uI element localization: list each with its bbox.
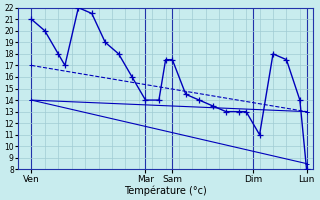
X-axis label: Température (°c): Température (°c)	[124, 185, 207, 196]
